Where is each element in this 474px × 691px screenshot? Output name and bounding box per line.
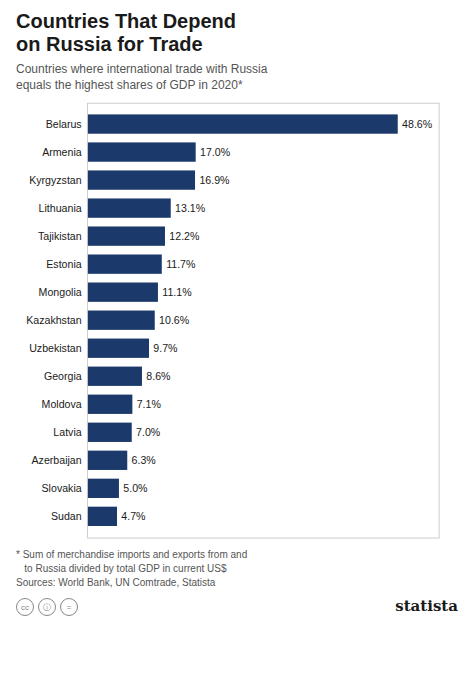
svg-text:13.1%: 13.1% <box>175 202 206 214</box>
svg-text:Tajikistan: Tajikistan <box>38 230 82 242</box>
svg-text:Slovakia: Slovakia <box>42 482 82 494</box>
html-text:Countries That Depend on Russi: Countries That Depend on Russia for Trad… <box>16 10 236 55</box>
svg-text:Azerbaijan: Azerbaijan <box>32 454 82 466</box>
html-text:* Sum of merchandise imports a: * Sum of merchandise imports and exports… <box>16 548 248 588</box>
svg-text:10.6%: 10.6% <box>159 314 190 326</box>
svg-text:Armenia: Armenia <box>42 146 82 158</box>
svg-text:Lithuania: Lithuania <box>39 202 82 214</box>
svg-text:Sudan: Sudan <box>51 510 82 522</box>
svg-text:Estonia: Estonia <box>46 258 81 270</box>
svg-text:11.7%: 11.7% <box>166 258 196 270</box>
html-text:Countries where international: Countries where international trade with… <box>16 62 268 92</box>
svg-text:12.2%: 12.2% <box>169 230 200 242</box>
svg-text:Georgia: Georgia <box>44 370 82 382</box>
svg-text:11.1%: 11.1% <box>162 286 192 298</box>
svg-text:7.0%: 7.0% <box>136 426 161 438</box>
svg-text:7.1%: 7.1% <box>137 398 162 410</box>
svg-text:16.9%: 16.9% <box>199 174 230 186</box>
svg-text:Kyrgyzstan: Kyrgyzstan <box>29 174 82 186</box>
svg-text:Moldova: Moldova <box>42 398 82 410</box>
svg-text:4.7%: 4.7% <box>121 510 146 522</box>
svg-text:Latvia: Latvia <box>53 426 81 438</box>
svg-text:Uzbekistan: Uzbekistan <box>29 342 82 354</box>
svg-text:5.0%: 5.0% <box>123 482 148 494</box>
svg-text:8.6%: 8.6% <box>146 370 171 382</box>
svg-text:Kazakhstan: Kazakhstan <box>26 314 82 326</box>
svg-text:17.0%: 17.0% <box>200 146 231 158</box>
svg-text:48.6%: 48.6% <box>402 118 433 130</box>
html-text:cc: cc <box>21 602 29 612</box>
svg-text:6.3%: 6.3% <box>132 454 157 466</box>
svg-text:9.7%: 9.7% <box>153 342 178 354</box>
svg-text:Belarus: Belarus <box>46 118 82 130</box>
html-text:statista: statista <box>395 596 458 615</box>
svg-text:Mongolia: Mongolia <box>39 286 82 298</box>
